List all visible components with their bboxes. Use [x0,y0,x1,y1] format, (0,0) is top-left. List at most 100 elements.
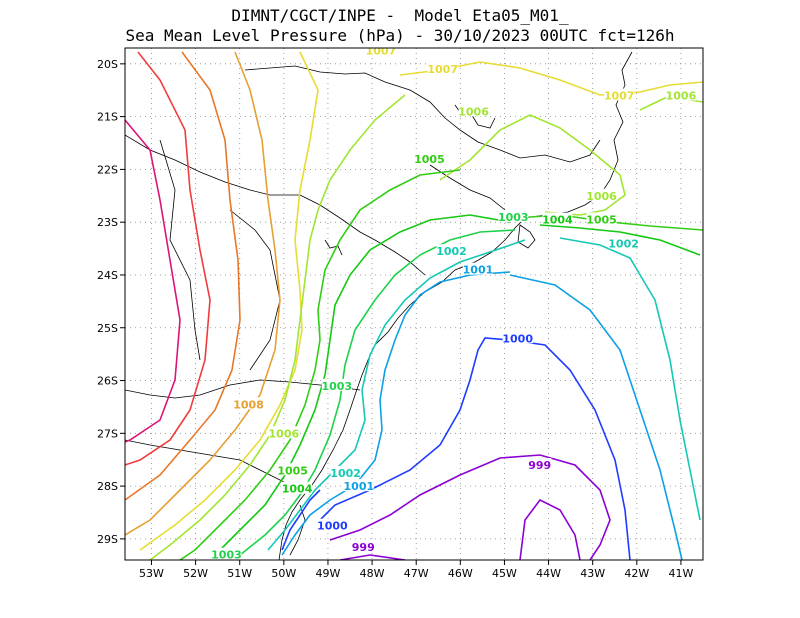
isobar-label: 1005 [414,153,445,166]
x-tick-label: 45W [492,567,517,580]
isobar-label: 1002 [436,245,467,258]
isobar-1002-east [559,237,701,521]
y-tick-label: 23S [97,216,118,229]
isobar-label: 1003 [498,211,529,224]
isobar-1010 [125,51,211,466]
x-tick-label: 53W [139,567,164,580]
isobar-1000-west [319,379,471,521]
y-tick-label: 21S [97,111,118,124]
isobar-1011 [125,119,181,443]
isobar-label-bg [233,397,264,410]
isobar-label: 1007 [427,63,458,76]
y-tick-label: 22S [97,163,118,176]
isobar-label: 1000 [317,520,348,533]
y-tick-label: 24S [97,269,118,282]
y-tick-label: 27S [97,427,118,440]
isobar-label: 1007 [604,90,635,103]
isobar-1002 [267,239,526,551]
border-paraguay [159,139,201,361]
border-mg-sp [244,65,601,163]
isobar-label-bg [542,212,573,225]
isobar-labels: 1007 1007 1007 1006 1006 1005 1006 1003 1004 1005… [211,45,697,562]
isobar-label-bg [586,212,617,225]
isobar-label-bg [321,378,352,391]
isobar-label-bg [498,209,529,222]
isobar-1004 [214,214,511,556]
graticule [125,48,703,560]
isobar-1000 [281,489,321,551]
y-tick-label: 26S [97,375,118,388]
isobar-label-bg [608,236,639,249]
plot-frame [124,47,704,561]
isobar-label-bg [268,426,299,439]
isobars [125,51,703,560]
x-tick-label: 52W [183,567,208,580]
isobar-1000-low [469,337,631,560]
isobar-label: 1001 [344,480,375,493]
isobar-label: 1006 [458,105,489,118]
isobar-label-bg [365,48,396,56]
isobar-label: 1002 [330,467,361,480]
isobar-label: 1005 [586,214,617,227]
isobar-label: 1006 [666,90,697,103]
axis-ticks: 53W 52W 51W 50W 49W 48W 47W 46W 45W 44W 43W 42W 41W 2… [97,58,693,580]
isobar-label: 999 [528,459,551,472]
isobar-1001-east [509,274,683,560]
isobar-label-bg [528,457,552,470]
isobar-1009 [125,51,241,501]
border-sc-rs [125,439,301,491]
isobar-label: 1003 [321,380,352,393]
reservoir-tiete [324,239,343,256]
isobar-1001 [281,271,511,556]
isobar-1005 [179,169,461,560]
isobar-label: 1003 [211,549,242,562]
x-tick-label: 42W [624,567,649,580]
isobar-label-bg [282,481,313,494]
isobar-label-bg [436,244,467,257]
isobar-1008 [125,51,281,536]
isobar-999-south [339,554,406,560]
isobar-1006 [149,94,406,560]
isobar-label: 1006 [269,427,300,440]
x-tick-label: 47W [404,567,429,580]
isobar-label: 1002 [608,237,639,250]
isobar-1007 [139,51,319,551]
isobar-label-bg [277,463,308,476]
isobar-label-bg [427,62,458,75]
isobar-label-bg [211,547,242,560]
isobar-label: 1001 [463,264,494,277]
isobar-label-bg [343,479,374,492]
isobar-label: 1000 [502,332,533,345]
x-tick-label: 50W [271,567,296,580]
isobar-label: 1005 [277,464,308,477]
x-tick-label: 48W [360,567,385,580]
x-tick-label: 44W [536,567,561,580]
x-tick-label: 49W [316,567,341,580]
isobar-999 [329,454,611,560]
y-tick-label: 28S [97,480,118,493]
isobar-1006-north [439,114,626,216]
isobar-label: 1004 [282,483,313,496]
isobar-label-bg [502,331,533,344]
x-tick-label: 51W [227,567,252,580]
isobar-label-bg [351,539,375,552]
isobar-label: 999 [352,541,375,554]
x-tick-label: 43W [580,567,605,580]
isobar-label: 1004 [542,214,573,227]
border-argentina [229,209,281,371]
isobar-label-bg [665,88,696,101]
isobar-label-bg [317,518,348,531]
isobar-label: 1007 [366,45,397,58]
x-tick-label: 41W [669,567,694,580]
isobar-label-bg [462,262,493,275]
guanabara-bay [517,224,536,249]
isobar-label-bg [458,104,489,117]
isobar-label-bg [330,465,361,478]
isobar-1004-east [539,224,701,256]
map-title-line2: Sea Mean Level Pressure (hPa) - 30/10/20… [125,26,675,45]
y-tick-label: 29S [97,533,118,546]
isobar-999-inner [519,498,581,560]
map-title-line1: DIMNT/CGCT/INPE - Model Eta05_M01_ [231,6,569,25]
y-tick-label: 25S [97,322,118,335]
